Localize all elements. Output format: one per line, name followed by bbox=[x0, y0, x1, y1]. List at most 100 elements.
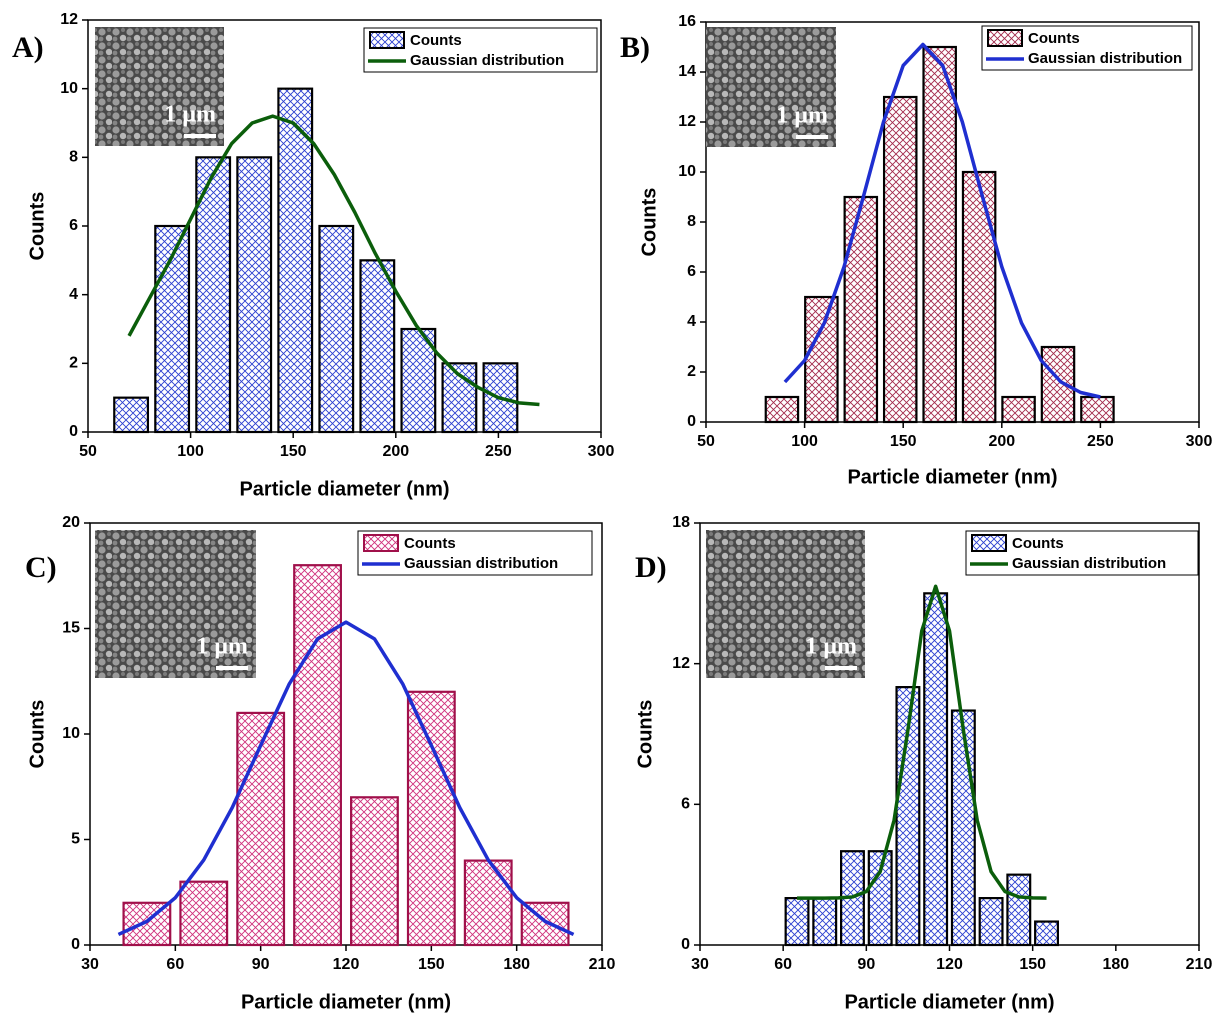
x-tick-label: 300 bbox=[588, 443, 615, 460]
x-tick-label: 90 bbox=[857, 956, 875, 973]
gaussian-curve bbox=[127, 114, 540, 407]
legend-label: Counts bbox=[1012, 535, 1064, 552]
inset-label: 1 μm bbox=[164, 102, 216, 128]
legend-patch bbox=[363, 534, 399, 552]
histogram-bar bbox=[236, 711, 286, 947]
legend-label: Gaussian distribution bbox=[404, 555, 558, 572]
gaussian-curve bbox=[797, 584, 1047, 900]
legend-label: Counts bbox=[410, 32, 462, 49]
x-tick-label: 180 bbox=[1102, 956, 1129, 973]
scale-bar bbox=[184, 134, 216, 138]
histogram-bar bbox=[113, 396, 150, 434]
x-tick-label: 300 bbox=[1186, 433, 1213, 450]
x-tick-label: 60 bbox=[774, 956, 792, 973]
histogram-bar bbox=[784, 897, 810, 947]
histogram-bar bbox=[882, 95, 918, 424]
x-tick-label: 200 bbox=[988, 433, 1015, 450]
y-tick-label: 0 bbox=[71, 936, 80, 953]
y-tick-label: 6 bbox=[687, 263, 696, 280]
y-tick-label: 2 bbox=[687, 363, 696, 380]
histogram-bar bbox=[463, 859, 513, 947]
histogram-bar bbox=[179, 880, 229, 947]
histogram-bar bbox=[293, 564, 342, 947]
x-tick-label: 50 bbox=[697, 433, 715, 450]
x-tick-label: 150 bbox=[1019, 956, 1046, 973]
y-tick-label: 20 bbox=[62, 514, 80, 531]
inset-label: 1 μm bbox=[196, 634, 248, 660]
y-tick-label: 10 bbox=[678, 163, 696, 180]
x-tick-label: 210 bbox=[1186, 956, 1213, 973]
sem-inset bbox=[706, 27, 836, 147]
histogram-bar bbox=[195, 156, 232, 434]
panel-label: B) bbox=[620, 31, 650, 64]
histogram-bar bbox=[950, 709, 976, 947]
y-tick-label: 12 bbox=[672, 655, 690, 672]
histogram-bar bbox=[318, 224, 355, 434]
x-tick-label: 100 bbox=[791, 433, 818, 450]
scale-bar bbox=[216, 666, 248, 670]
x-tick-label: 30 bbox=[691, 956, 709, 973]
x-tick-label: 50 bbox=[79, 443, 97, 460]
y-tick-label: 8 bbox=[69, 149, 78, 166]
histogram-bar bbox=[1034, 920, 1059, 947]
legend-box bbox=[357, 530, 593, 576]
x-tick-label: 200 bbox=[382, 443, 409, 460]
histogram-bar bbox=[961, 170, 997, 424]
legend-label: Gaussian distribution bbox=[1028, 50, 1182, 67]
x-axis-label: Particle diameter (nm) bbox=[239, 478, 449, 500]
y-tick-label: 0 bbox=[687, 413, 696, 430]
y-tick-label: 4 bbox=[687, 313, 696, 330]
histogram-bar bbox=[1080, 395, 1115, 424]
legend-patch bbox=[971, 534, 1007, 552]
x-tick-label: 150 bbox=[280, 443, 307, 460]
sem-inset bbox=[95, 530, 256, 678]
histogram-bar bbox=[804, 295, 839, 424]
y-tick-label: 4 bbox=[69, 286, 78, 303]
x-tick-label: 120 bbox=[333, 956, 360, 973]
legend-label: Gaussian distribution bbox=[410, 52, 564, 69]
y-tick-label: 12 bbox=[60, 11, 78, 28]
histogram-bar bbox=[923, 592, 949, 947]
y-axis-label: Counts bbox=[638, 188, 660, 257]
y-tick-label: 6 bbox=[681, 796, 690, 813]
x-tick-label: 100 bbox=[177, 443, 204, 460]
histogram-bar bbox=[867, 850, 893, 947]
y-tick-label: 0 bbox=[69, 423, 78, 440]
x-tick-label: 180 bbox=[503, 956, 530, 973]
y-tick-label: 15 bbox=[62, 620, 80, 637]
legend-label: Counts bbox=[404, 535, 456, 552]
y-tick-label: 16 bbox=[678, 13, 696, 30]
sem-inset bbox=[706, 530, 865, 678]
panel-label: C) bbox=[25, 551, 57, 584]
panel-label: D) bbox=[635, 551, 667, 584]
y-tick-label: 8 bbox=[687, 213, 696, 230]
x-tick-label: 250 bbox=[485, 443, 512, 460]
x-tick-label: 150 bbox=[890, 433, 917, 450]
x-tick-label: 90 bbox=[252, 956, 270, 973]
y-axis-label: Counts bbox=[26, 192, 48, 261]
gaussian-curve bbox=[783, 42, 1101, 399]
sem-inset bbox=[95, 27, 224, 146]
histogram-bar bbox=[406, 690, 456, 947]
x-tick-label: 60 bbox=[166, 956, 184, 973]
histogram-bar bbox=[154, 224, 191, 434]
x-tick-label: 150 bbox=[418, 956, 445, 973]
gaussian-curve bbox=[117, 620, 575, 937]
legend-patch bbox=[987, 29, 1023, 47]
histogram-bar bbox=[922, 45, 957, 424]
histogram-bar bbox=[277, 87, 314, 434]
legend-label: Counts bbox=[1028, 30, 1080, 47]
histogram-bar bbox=[1006, 873, 1032, 947]
inset-label: 1 μm bbox=[805, 634, 857, 660]
x-tick-label: 250 bbox=[1087, 433, 1114, 450]
y-tick-label: 5 bbox=[71, 831, 80, 848]
scale-bar bbox=[825, 666, 857, 670]
x-tick-label: 30 bbox=[81, 956, 99, 973]
histogram-bar bbox=[236, 156, 273, 434]
scale-bar bbox=[796, 135, 828, 139]
y-tick-label: 6 bbox=[69, 217, 78, 234]
x-axis-label: Particle diameter (nm) bbox=[241, 991, 451, 1013]
y-tick-label: 18 bbox=[672, 514, 690, 531]
y-axis-label: Counts bbox=[634, 700, 656, 769]
